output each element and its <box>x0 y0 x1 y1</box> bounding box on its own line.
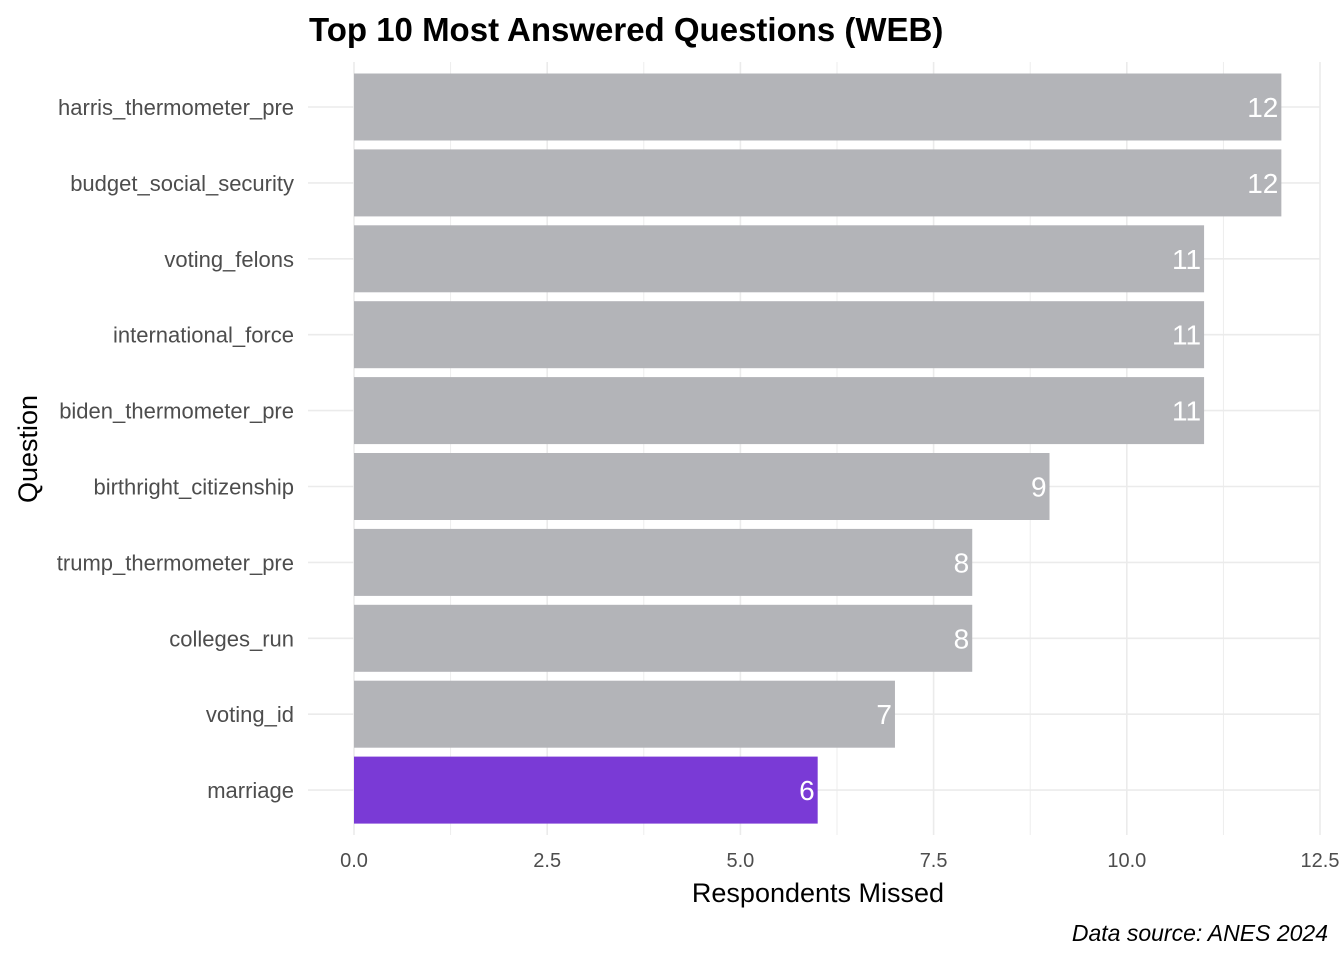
data-label: 8 <box>954 623 970 654</box>
y-tick-label: colleges_run <box>169 626 294 651</box>
bar <box>354 756 818 824</box>
x-tick-labels: 0.0 2.5 5.0 7.5 10.0 12.5 <box>340 850 1339 872</box>
y-tick-label: voting_id <box>206 702 294 727</box>
bar <box>354 225 1205 293</box>
data-label: 11 <box>1172 320 1201 351</box>
bar <box>354 453 1050 520</box>
x-tick-label: 7.5 <box>920 850 948 872</box>
bar <box>354 73 1282 141</box>
y-tick-label: biden_thermometer_pre <box>59 399 294 424</box>
x-tick-label: 12.5 <box>1301 850 1340 872</box>
data-label: 12 <box>1247 92 1278 123</box>
bars <box>354 73 1282 824</box>
y-tick-label: harris_thermometer_pre <box>58 95 294 120</box>
bar <box>354 680 895 748</box>
data-label: 7 <box>876 699 892 730</box>
y-tick-label: birthright_citizenship <box>93 475 294 500</box>
x-tick-label: 5.0 <box>726 850 754 872</box>
y-tick-label: international_force <box>113 323 294 348</box>
data-label: 9 <box>1031 472 1047 503</box>
bar <box>354 528 973 596</box>
x-tick-label: 0.0 <box>340 850 368 872</box>
data-label: 6 <box>799 775 815 806</box>
x-tick-label: 2.5 <box>533 850 561 872</box>
data-labels: 12 12 11 11 11 9 8 8 7 6 <box>799 92 1278 806</box>
chart-title: Top 10 Most Answered Questions (WEB) <box>309 11 943 48</box>
y-tick-label: marriage <box>207 778 294 803</box>
data-label: 11 <box>1172 396 1201 427</box>
x-tick-label: 10.0 <box>1107 850 1146 872</box>
y-tick-label: budget_social_security <box>70 171 294 196</box>
data-label: 8 <box>954 547 970 578</box>
y-tick-label: voting_felons <box>164 247 294 272</box>
y-axis-title: Question <box>13 395 43 503</box>
bar <box>354 301 1205 369</box>
caption: Data source: ANES 2024 <box>1072 920 1328 946</box>
bar <box>354 377 1205 445</box>
data-label: 11 <box>1172 244 1201 275</box>
data-label: 12 <box>1247 168 1278 199</box>
y-tick-label: trump_thermometer_pre <box>57 550 294 575</box>
bar <box>354 604 973 672</box>
y-tick-labels: harris_thermometer_pre budget_social_secu… <box>57 95 294 803</box>
bar <box>354 149 1282 217</box>
x-axis-title: Respondents Missed <box>692 878 944 908</box>
